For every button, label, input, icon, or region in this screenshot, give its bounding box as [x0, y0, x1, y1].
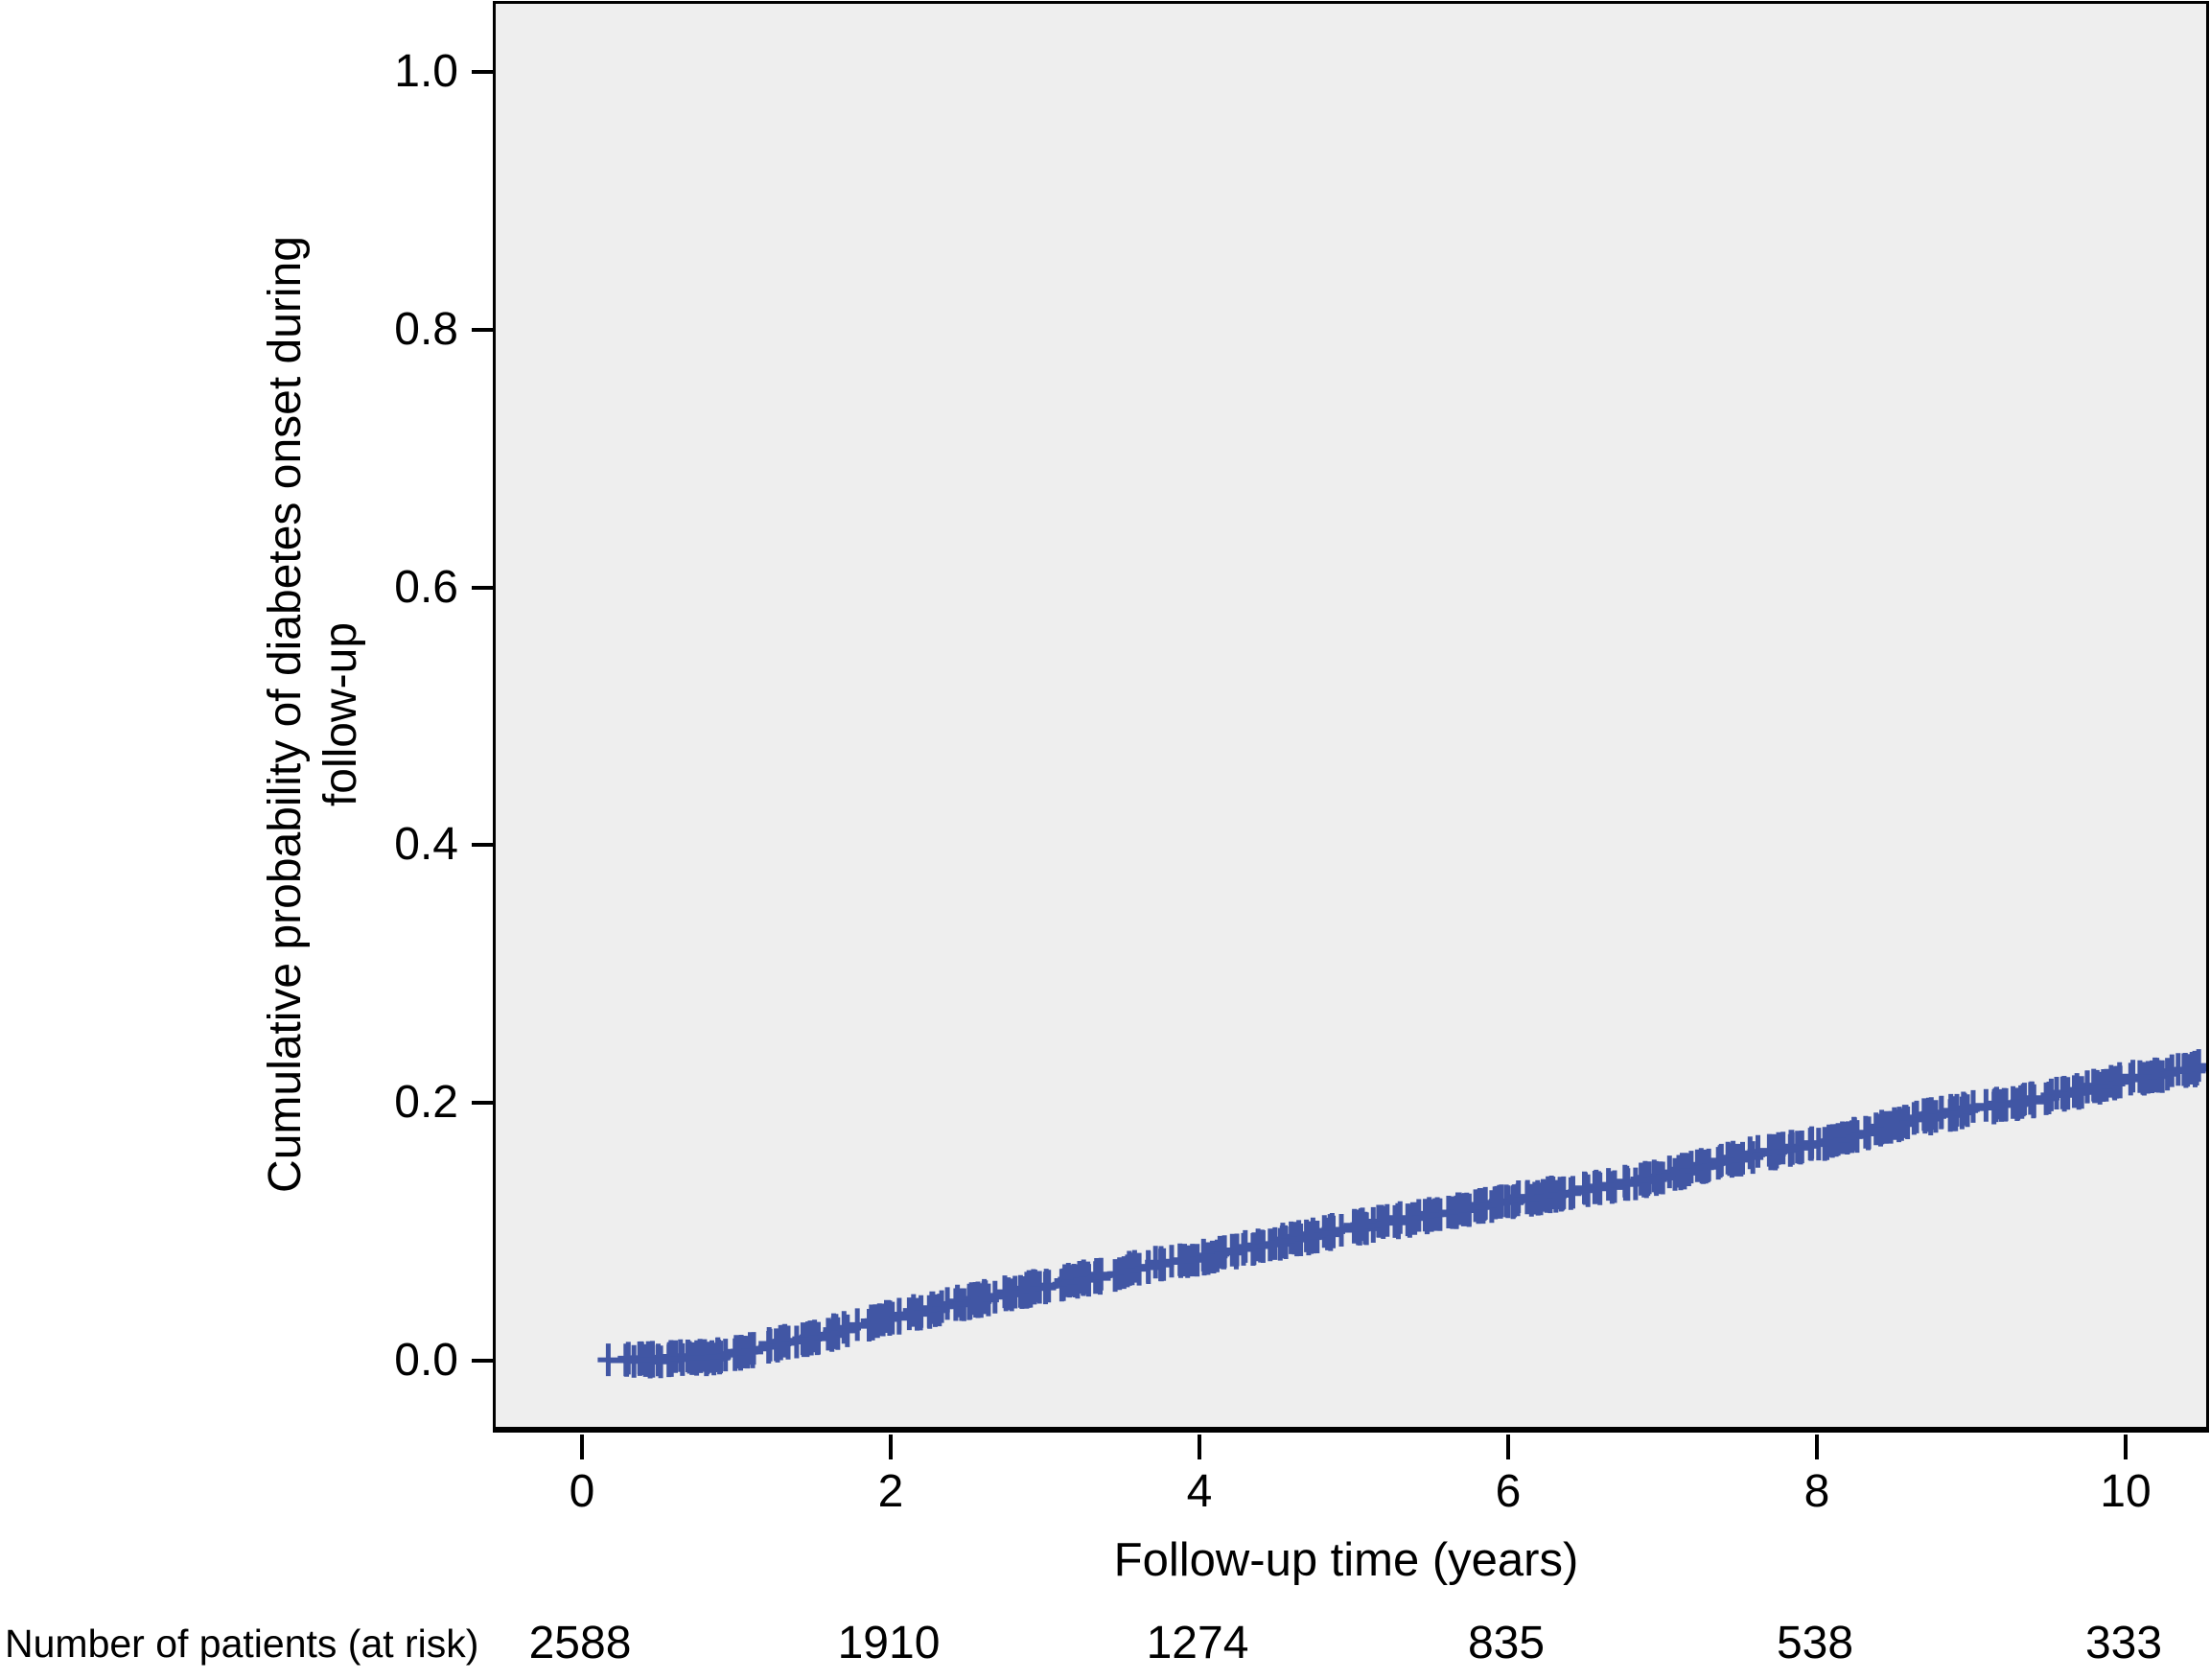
y-tick-0.2 — [472, 1101, 496, 1105]
x-tick-label: 0 — [569, 1466, 595, 1517]
x-tick-10 — [2124, 1435, 2128, 1459]
x-tick-label: 6 — [1495, 1466, 1522, 1517]
at-risk-row-label: Number of patients (at risk) — [5, 1622, 479, 1666]
y-tick-0.6 — [472, 586, 496, 590]
y-tick-label: 0.0 — [394, 1335, 458, 1386]
y-tick-label: 1.0 — [394, 46, 458, 97]
at-risk-count-4y: 1274 — [1146, 1618, 1249, 1668]
cumulative-incidence-curve — [608, 1064, 2203, 1364]
y-axis-title: Cumulative probability of diabetes onset… — [258, 34, 371, 1395]
x-tick-2 — [889, 1435, 893, 1459]
y-tick-0.8 — [472, 328, 496, 332]
x-tick-label: 2 — [877, 1466, 904, 1517]
x-tick-4 — [1198, 1435, 1201, 1459]
x-tick-8 — [1815, 1435, 1819, 1459]
y-tick-label: 0.2 — [394, 1077, 458, 1128]
y-tick-1.0 — [472, 70, 496, 74]
x-tick-label: 4 — [1186, 1466, 1213, 1517]
at-risk-count-8y: 538 — [1776, 1618, 1854, 1668]
survival-curve-canvas — [597, 1049, 2206, 1379]
at-risk-count-10y: 333 — [2084, 1618, 2163, 1668]
plot-area — [493, 1, 2209, 1433]
y-tick-label: 0.6 — [394, 562, 458, 613]
x-tick-6 — [1506, 1435, 1510, 1459]
x-axis-title: Follow-up time (years) — [1113, 1534, 1579, 1586]
y-tick-0.4 — [472, 843, 496, 847]
at-risk-count-2y: 1910 — [837, 1618, 941, 1668]
x-tick-label: 8 — [1803, 1466, 1830, 1517]
at-risk-count-0y: 2588 — [528, 1618, 632, 1668]
y-tick-label: 0.4 — [394, 819, 458, 870]
y-axis-title-line1: Cumulative probability of diabetes onset… — [260, 236, 311, 1193]
y-axis-title-line2: follow-up — [315, 621, 366, 807]
y-tick-0.0 — [472, 1359, 496, 1363]
x-tick-0 — [580, 1435, 584, 1459]
y-tick-label: 0.8 — [394, 304, 458, 355]
x-tick-label: 10 — [2100, 1466, 2152, 1517]
at-risk-count-6y: 835 — [1467, 1618, 1546, 1668]
